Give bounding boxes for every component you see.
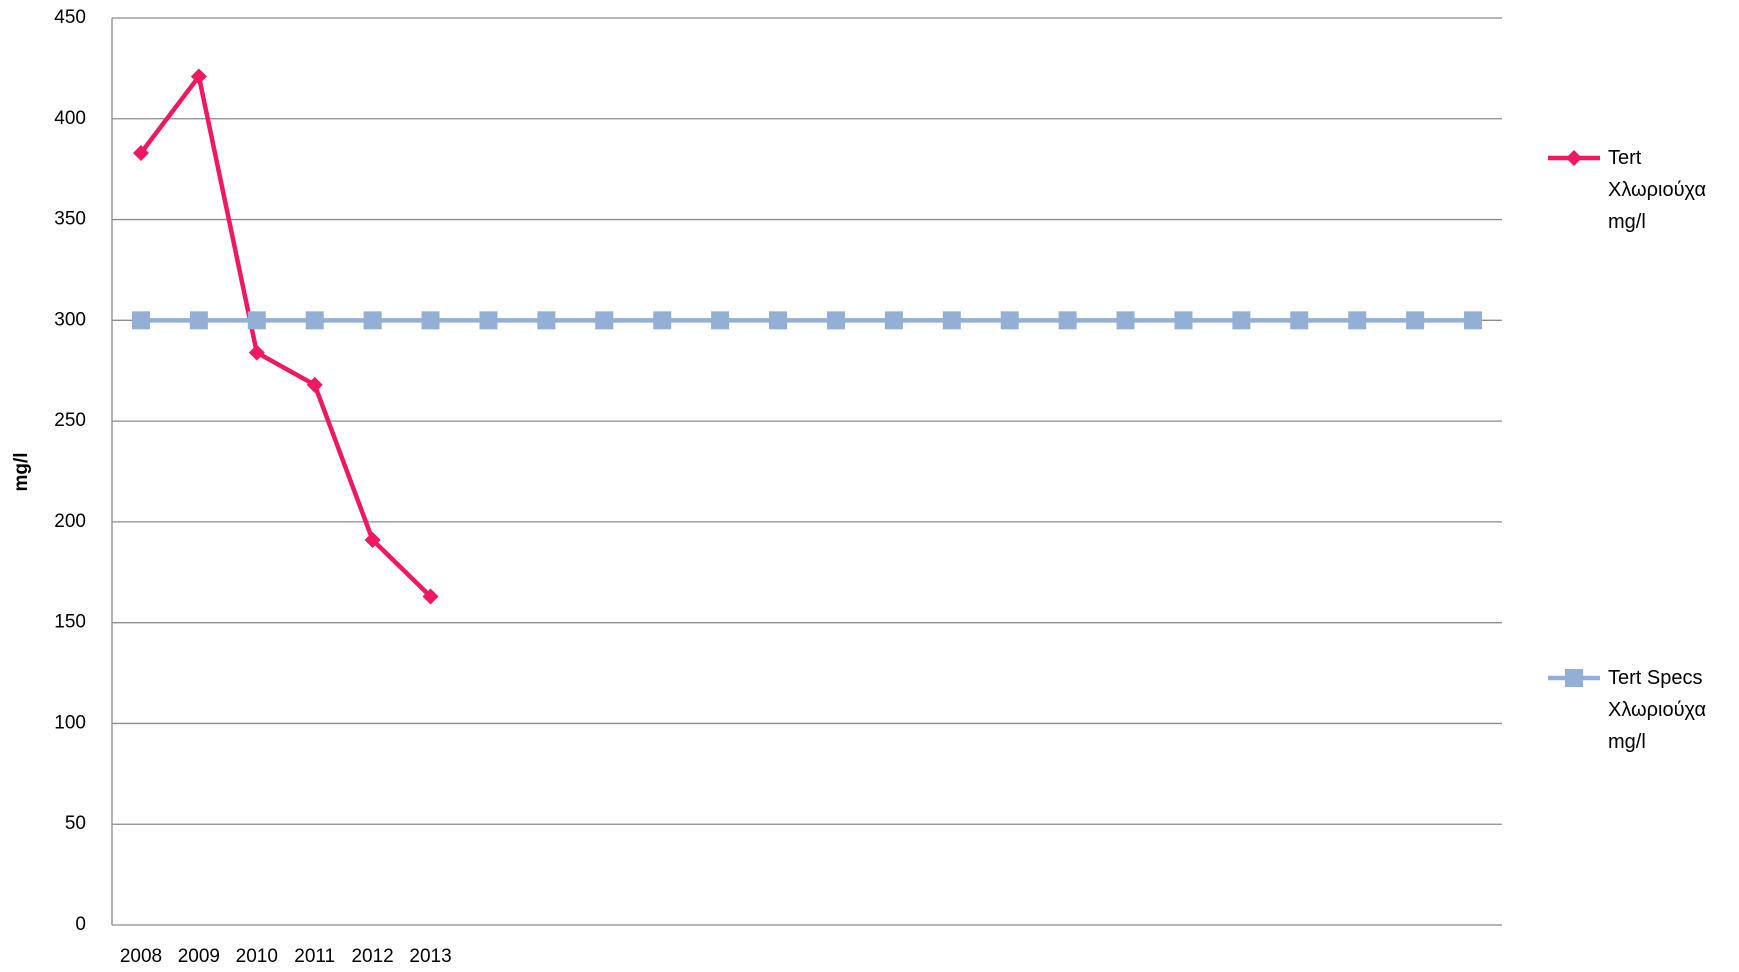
- marker: [884, 311, 903, 330]
- marker: [364, 532, 381, 549]
- y-tick-label: 250: [54, 410, 86, 431]
- marker: [190, 68, 207, 85]
- marker: [1000, 311, 1019, 330]
- x-tick-label: 2011: [294, 946, 335, 967]
- x-tick-label: 2009: [178, 946, 220, 967]
- marker: [1174, 311, 1193, 330]
- marker: [305, 311, 324, 330]
- x-tick-label: 2010: [236, 946, 278, 967]
- series-line: [139, 74, 433, 599]
- marker: [1116, 311, 1135, 330]
- marker: [653, 311, 672, 330]
- marker: [711, 311, 730, 330]
- y-tick-label: 100: [54, 712, 86, 733]
- x-tick-label: 2013: [409, 946, 451, 967]
- marker: [1232, 311, 1251, 330]
- marker: [1566, 150, 1582, 166]
- marker: [306, 376, 323, 393]
- marker: [1406, 311, 1425, 330]
- marker: [479, 311, 498, 330]
- marker: [1348, 311, 1367, 330]
- marker: [537, 311, 556, 330]
- marker: [189, 311, 208, 330]
- legend-label: Tert Χλωριούχα mg/l: [1608, 147, 1707, 233]
- marker: [1290, 311, 1309, 330]
- marker: [826, 311, 845, 330]
- marker: [248, 344, 265, 361]
- marker: [1464, 311, 1483, 330]
- marker: [247, 311, 266, 330]
- y-axis-label: mg/l: [11, 452, 32, 491]
- marker: [131, 311, 150, 330]
- marker: [363, 311, 382, 330]
- y-tick-label: 350: [54, 209, 86, 230]
- marker: [769, 311, 788, 330]
- x-tick-label: 2008: [120, 946, 162, 967]
- y-tick-label: 150: [54, 612, 86, 633]
- x-tick-label: 2012: [351, 946, 393, 967]
- marker: [421, 311, 440, 330]
- y-tick-label: 400: [54, 108, 86, 129]
- marker: [132, 145, 149, 162]
- y-tick-label: 300: [54, 309, 86, 330]
- y-tick-label: 50: [65, 813, 86, 834]
- y-tick-label: 450: [54, 7, 86, 28]
- marker: [422, 588, 439, 605]
- marker: [1565, 669, 1583, 687]
- y-tick-label: 0: [75, 914, 86, 935]
- y-tick-label: 200: [54, 511, 86, 532]
- marker: [595, 311, 614, 330]
- marker: [1058, 311, 1077, 330]
- legend-label: Tert Specs Χλωριούχα mg/l: [1608, 667, 1707, 753]
- marker: [942, 311, 961, 330]
